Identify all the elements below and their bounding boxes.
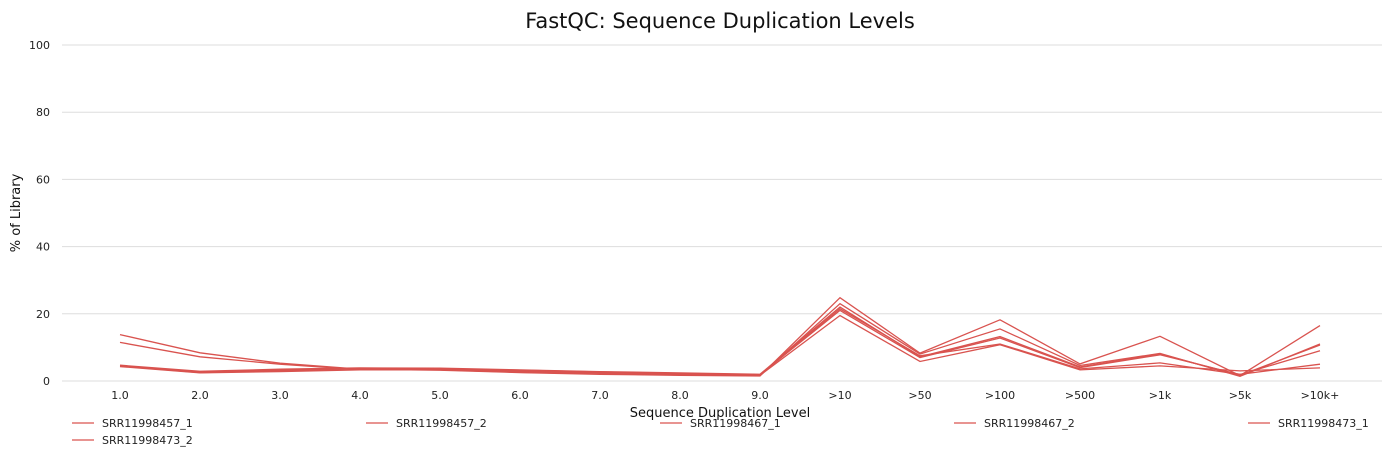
y-tick-label: 40 bbox=[36, 241, 50, 254]
legend-label: SRR11998467_1 bbox=[690, 417, 781, 430]
x-tick-label: 1.0 bbox=[111, 389, 129, 402]
series-line bbox=[119, 314, 1321, 376]
x-tick-label: 2.0 bbox=[191, 389, 209, 402]
x-tick-label: 6.0 bbox=[511, 389, 529, 402]
x-tick-label: 9.0 bbox=[751, 389, 769, 402]
x-tick-label: 4.0 bbox=[351, 389, 369, 402]
legend-item[interactable]: SRR11998457_2 bbox=[366, 417, 487, 430]
y-tick-label: 100 bbox=[29, 39, 50, 52]
x-axis-title: Sequence Duplication Level bbox=[630, 406, 810, 421]
y-axis-title: % of Library bbox=[9, 173, 24, 252]
x-tick-label: >1k bbox=[1149, 389, 1172, 402]
x-tick-label: >50 bbox=[908, 389, 931, 402]
series-lines bbox=[119, 296, 1321, 377]
legend-label: SRR11998473_2 bbox=[102, 434, 193, 447]
legend: SRR11998457_1 SRR11998457_2 SRR11998467_1 S… bbox=[72, 417, 1369, 447]
legend-label: SRR11998457_1 bbox=[102, 417, 193, 430]
x-tick-label: 5.0 bbox=[431, 389, 449, 402]
legend-item[interactable]: SRR11998473_2 bbox=[72, 434, 193, 447]
legend-item[interactable]: SRR11998457_1 bbox=[72, 417, 193, 430]
legend-label: SRR11998473_1 bbox=[1278, 417, 1369, 430]
x-axis-ticks: 1.0 2.0 3.0 4.0 5.0 6.0 7.0 8.0 9.0 >10 >50 >100 >50… bbox=[111, 389, 1339, 402]
y-tick-label: 60 bbox=[36, 173, 50, 186]
x-tick-label: >10 bbox=[828, 389, 851, 402]
y-tick-label: 20 bbox=[36, 308, 50, 321]
chart-title: FastQC: Sequence Duplication Levels bbox=[525, 9, 915, 33]
y-axis-ticks: 0 20 40 60 80 100 bbox=[29, 39, 50, 388]
legend-label: SRR11998467_2 bbox=[984, 417, 1075, 430]
x-tick-label: >5k bbox=[1229, 389, 1252, 402]
y-tick-label: 0 bbox=[43, 375, 50, 388]
x-tick-label: >10k+ bbox=[1301, 389, 1340, 402]
legend-item[interactable]: SRR11998467_2 bbox=[954, 417, 1075, 430]
y-tick-label: 80 bbox=[36, 106, 50, 119]
x-tick-label: 8.0 bbox=[671, 389, 689, 402]
gridlines bbox=[62, 44, 1382, 382]
x-tick-label: 3.0 bbox=[271, 389, 289, 402]
series-line bbox=[119, 302, 1321, 377]
x-tick-label: >100 bbox=[985, 389, 1015, 402]
legend-item[interactable]: SRR11998467_1 bbox=[660, 417, 781, 430]
x-tick-label: >500 bbox=[1065, 389, 1095, 402]
x-tick-label: 7.0 bbox=[591, 389, 609, 402]
legend-item[interactable]: SRR11998473_1 bbox=[1248, 417, 1369, 430]
legend-label: SRR11998457_2 bbox=[396, 417, 487, 430]
